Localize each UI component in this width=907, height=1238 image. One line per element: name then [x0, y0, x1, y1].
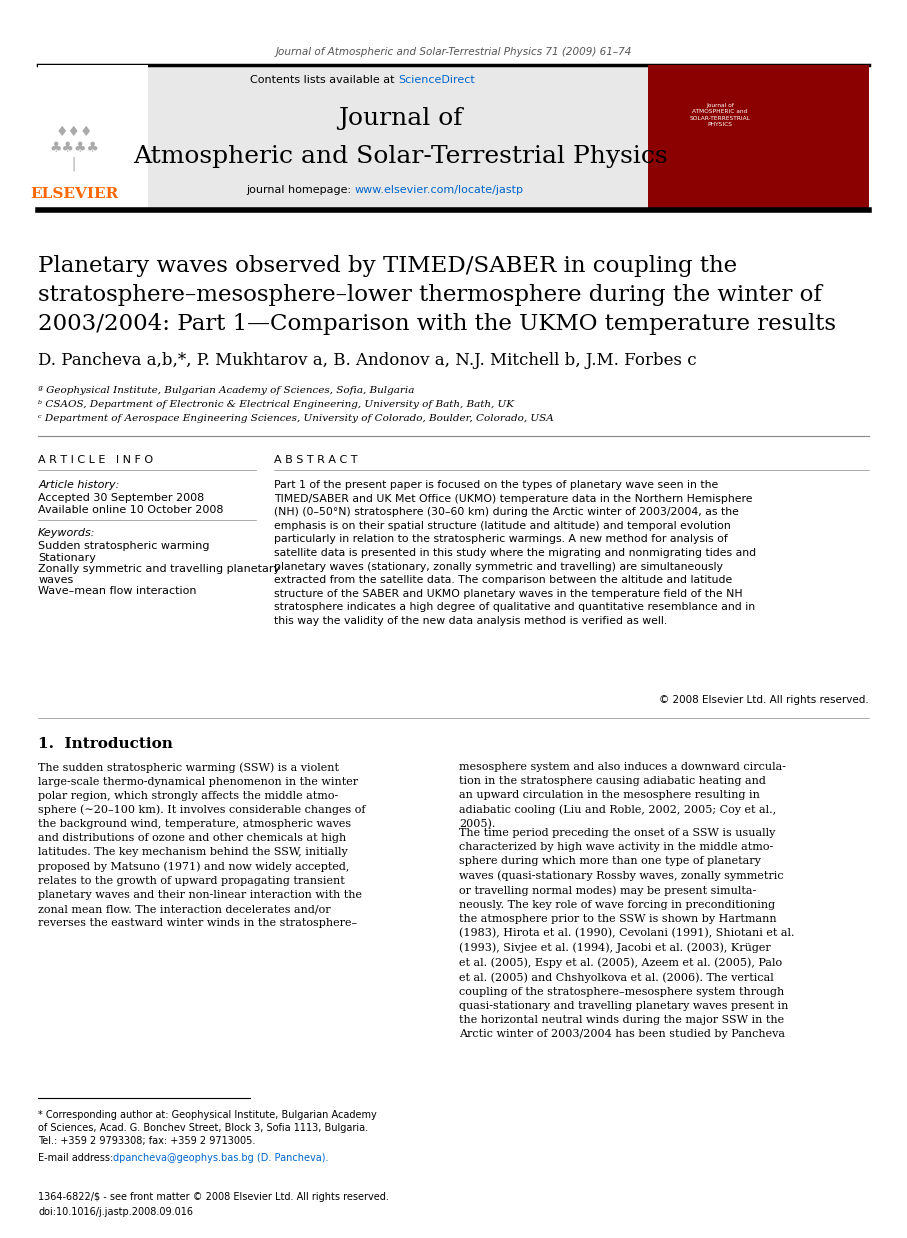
Text: Sudden stratospheric warming: Sudden stratospheric warming — [38, 541, 210, 551]
Text: Available online 10 October 2008: Available online 10 October 2008 — [38, 505, 224, 515]
Text: Keywords:: Keywords: — [38, 527, 95, 539]
Text: The sudden stratospheric warming (SSW) is a violent
large-scale thermo-dynamical: The sudden stratospheric warming (SSW) i… — [38, 763, 366, 928]
Text: ª Geophysical Institute, Bulgarian Academy of Sciences, Sofia, Bulgaria: ª Geophysical Institute, Bulgarian Acade… — [38, 386, 414, 395]
FancyBboxPatch shape — [38, 66, 148, 210]
Text: E-mail address:: E-mail address: — [38, 1153, 116, 1162]
Text: doi:10.1016/j.jastp.2008.09.016: doi:10.1016/j.jastp.2008.09.016 — [38, 1207, 193, 1217]
Text: Atmospheric and Solar-Terrestrial Physics: Atmospheric and Solar-Terrestrial Physic… — [132, 145, 668, 167]
Text: ᵇ CSAOS, Department of Electronic & Electrical Engineering, University of Bath, : ᵇ CSAOS, Department of Electronic & Elec… — [38, 400, 514, 409]
Text: 1364-6822/$ - see front matter © 2008 Elsevier Ltd. All rights reserved.: 1364-6822/$ - see front matter © 2008 El… — [38, 1192, 389, 1202]
FancyBboxPatch shape — [648, 66, 869, 210]
Text: Accepted 30 September 2008: Accepted 30 September 2008 — [38, 493, 204, 503]
Text: ELSEVIER: ELSEVIER — [30, 187, 118, 201]
Text: Part 1 of the present paper is focused on the types of planetary wave seen in th: Part 1 of the present paper is focused o… — [274, 480, 756, 626]
Text: Journal of: Journal of — [337, 106, 463, 130]
Text: Planetary waves observed by TIMED/SABER in coupling the
stratosphere–mesosphere–: Planetary waves observed by TIMED/SABER … — [38, 255, 836, 334]
Text: Wave–mean flow interaction: Wave–mean flow interaction — [38, 586, 197, 595]
Text: ᶜ Department of Aerospace Engineering Sciences, University of Colorado, Boulder,: ᶜ Department of Aerospace Engineering Sc… — [38, 413, 554, 423]
Text: mesosphere system and also induces a downward circula-
tion in the stratosphere : mesosphere system and also induces a dow… — [459, 763, 786, 829]
Text: Journal of Atmospheric and Solar-Terrestrial Physics 71 (2009) 61–74: Journal of Atmospheric and Solar-Terrest… — [276, 47, 631, 57]
Text: Stationary: Stationary — [38, 553, 96, 563]
Text: D. Pancheva a,b,*, P. Mukhtarov a, B. Andonov a, N.J. Mitchell b, J.M. Forbes c: D. Pancheva a,b,*, P. Mukhtarov a, B. An… — [38, 352, 697, 369]
Text: A R T I C L E   I N F O: A R T I C L E I N F O — [38, 456, 153, 465]
Text: www.elsevier.com/locate/jastp: www.elsevier.com/locate/jastp — [355, 184, 524, 196]
Text: 1.  Introduction: 1. Introduction — [38, 737, 173, 751]
Text: The time period preceding the onset of a SSW is usually
characterized by high wa: The time period preceding the onset of a… — [459, 828, 795, 1039]
Text: Contents lists available at: Contents lists available at — [250, 76, 398, 85]
Text: Article history:: Article history: — [38, 480, 120, 490]
Text: dpancheva@geophys.bas.bg (D. Pancheva).: dpancheva@geophys.bas.bg (D. Pancheva). — [113, 1153, 329, 1162]
Text: * Corresponding author at: Geophysical Institute, Bulgarian Academy
of Sciences,: * Corresponding author at: Geophysical I… — [38, 1110, 376, 1146]
Text: ♦♦♦
♣♣♣♣
  |: ♦♦♦ ♣♣♣♣ | — [49, 125, 99, 171]
Text: journal homepage:: journal homepage: — [247, 184, 355, 196]
Text: A B S T R A C T: A B S T R A C T — [274, 456, 357, 465]
Text: Zonally symmetric and travelling planetary: Zonally symmetric and travelling planeta… — [38, 565, 280, 574]
Text: ScienceDirect: ScienceDirect — [398, 76, 474, 85]
Text: Journal of
ATMOSPHERIC and
SOLAR-TERRESTRIAL
PHYSICS: Journal of ATMOSPHERIC and SOLAR-TERREST… — [689, 103, 750, 126]
Text: waves: waves — [38, 574, 73, 586]
FancyBboxPatch shape — [38, 66, 869, 210]
Text: © 2008 Elsevier Ltd. All rights reserved.: © 2008 Elsevier Ltd. All rights reserved… — [659, 695, 869, 704]
